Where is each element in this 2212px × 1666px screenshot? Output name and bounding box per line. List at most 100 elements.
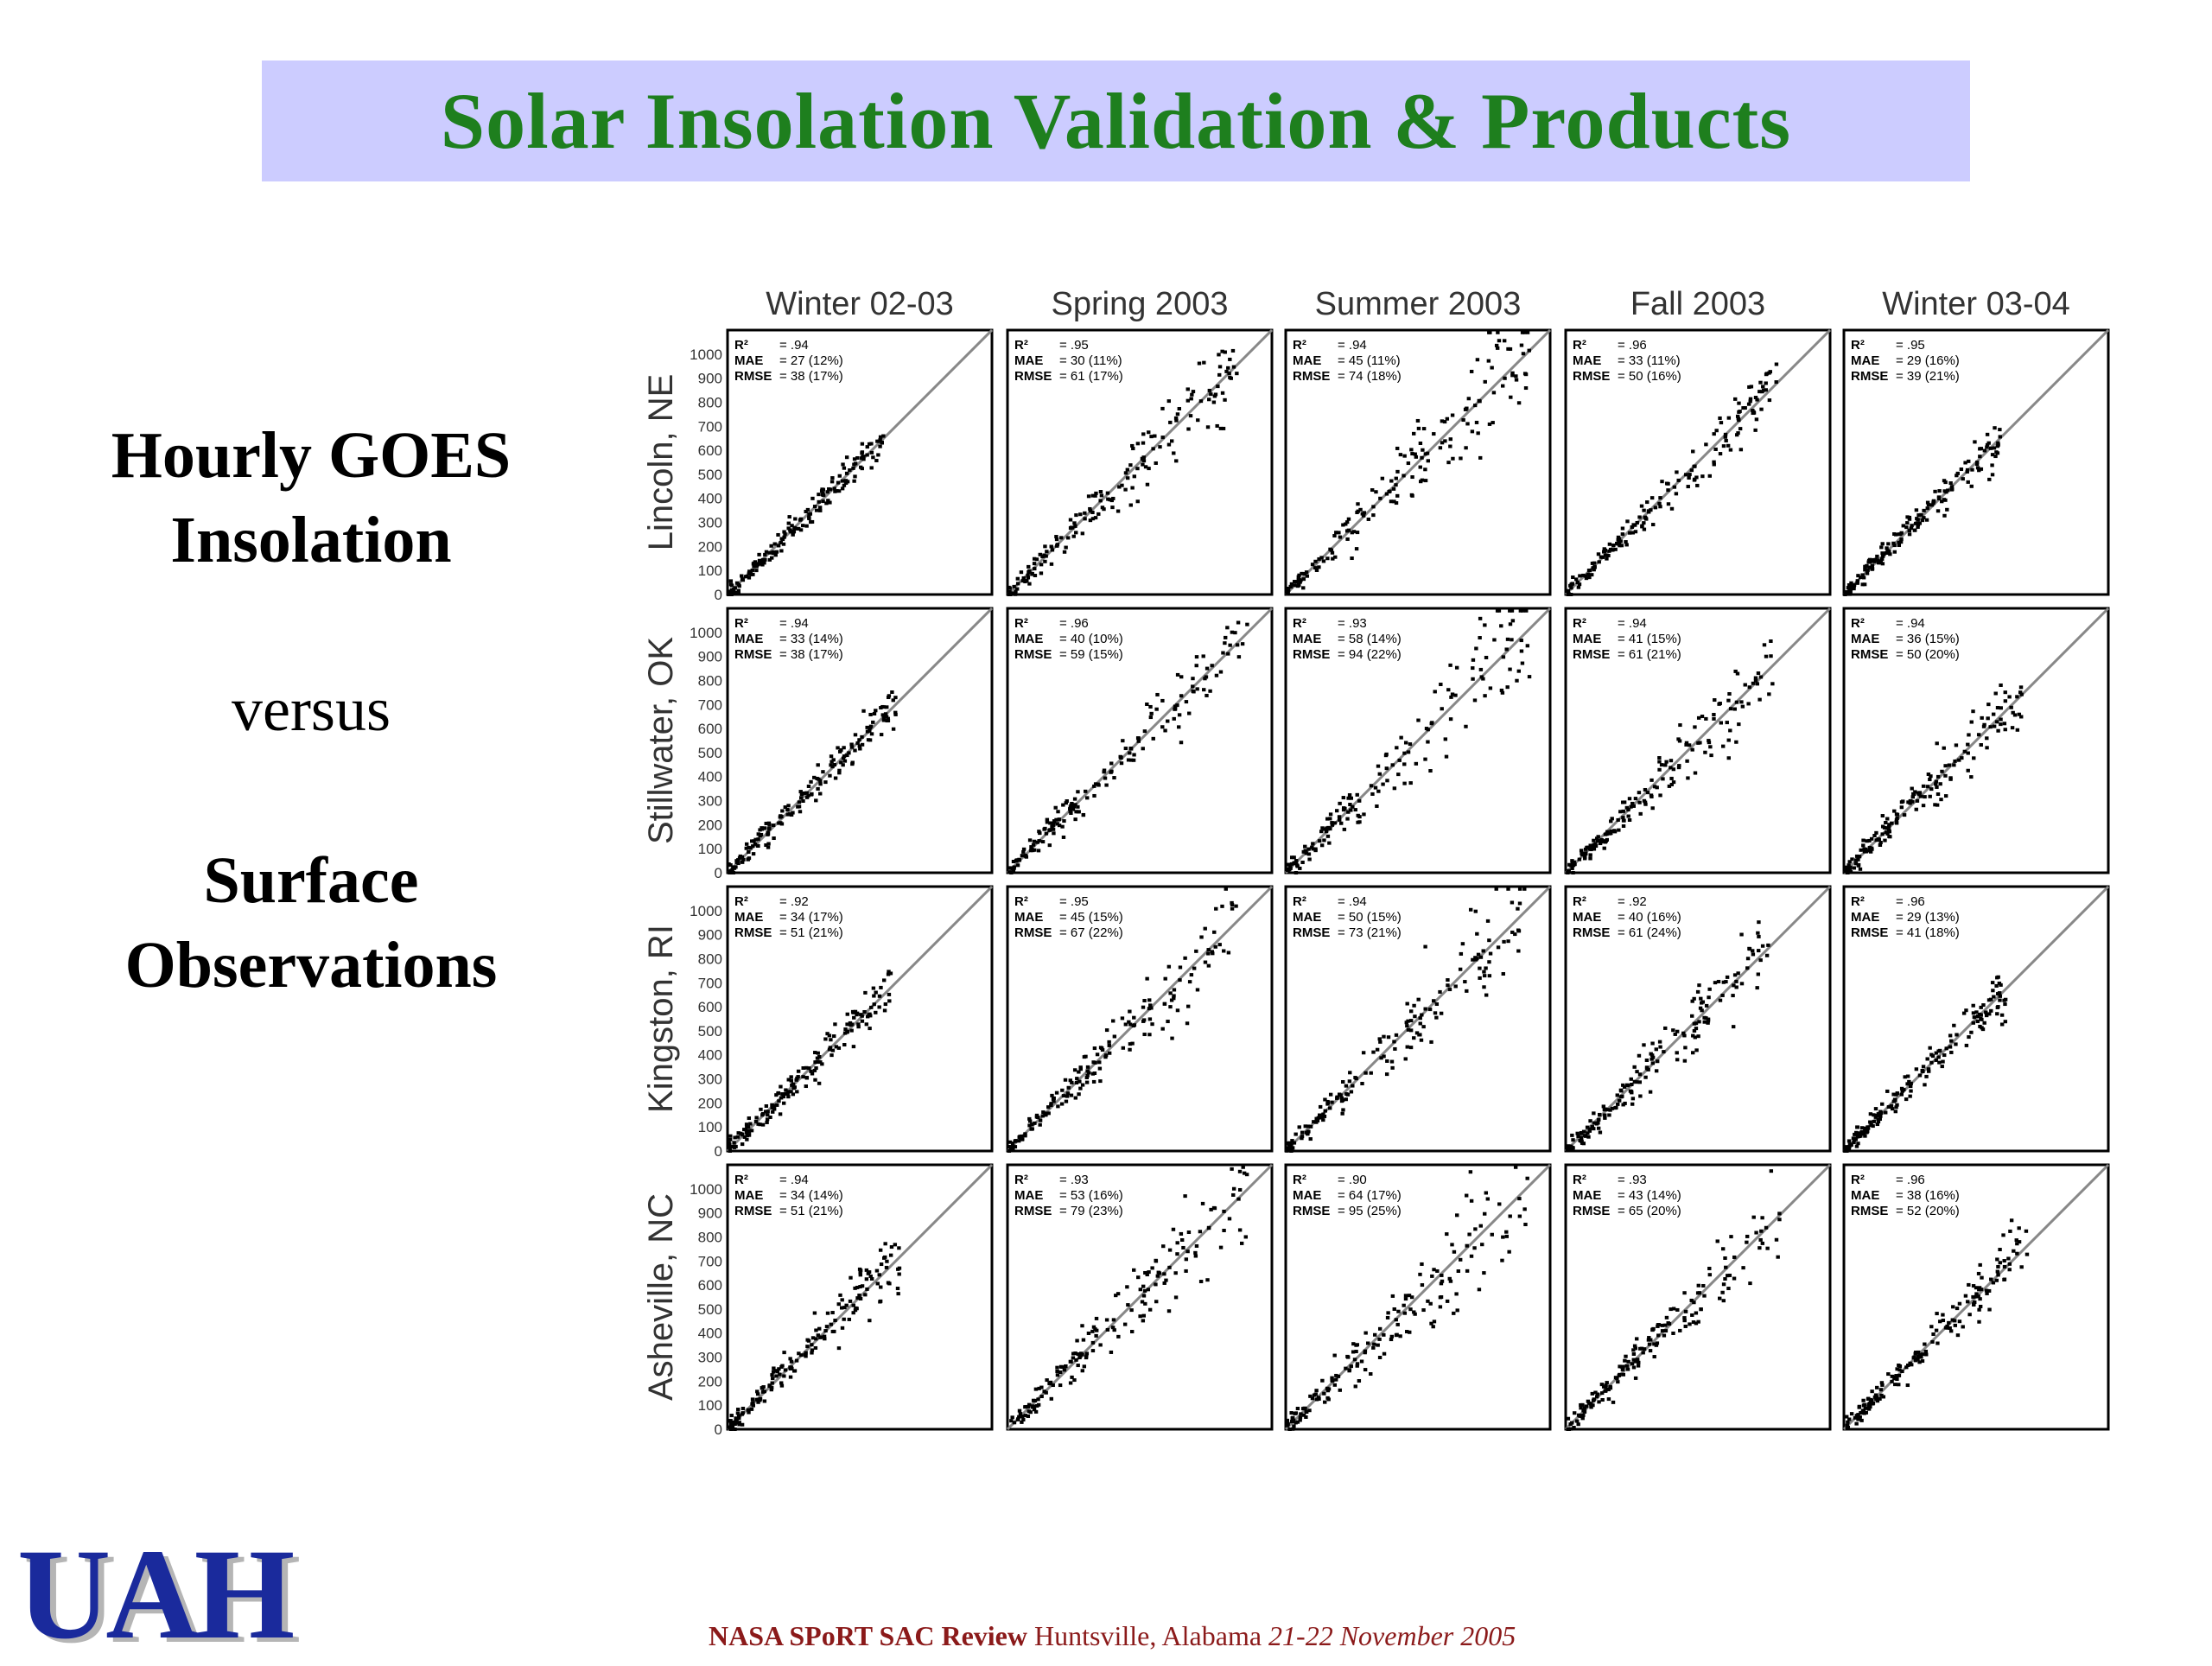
data-point	[1572, 1425, 1576, 1429]
data-point	[1931, 499, 1936, 504]
data-point	[853, 474, 857, 479]
data-point	[1977, 1307, 1981, 1312]
stat-value: = 61 (17%)	[1059, 369, 1123, 384]
data-point	[771, 823, 776, 828]
data-point	[1405, 1002, 1409, 1006]
data-point	[728, 1421, 734, 1426]
data-point	[1984, 1288, 1989, 1293]
data-point	[1593, 1390, 1598, 1395]
data-point	[1023, 580, 1027, 584]
data-point	[1019, 570, 1024, 575]
data-point	[1961, 1011, 1967, 1015]
data-point	[1933, 489, 1937, 493]
data-point	[1967, 1035, 1971, 1040]
data-point	[1062, 550, 1067, 554]
data-point	[1865, 1129, 1870, 1134]
data-point	[1949, 485, 1955, 489]
data-point	[1596, 835, 1600, 839]
data-point	[1382, 1351, 1387, 1356]
data-point	[1065, 1094, 1070, 1098]
data-point	[1712, 716, 1716, 721]
data-point	[1312, 1120, 1316, 1124]
data-point	[1581, 1129, 1586, 1134]
data-point	[1859, 848, 1863, 852]
data-point	[1879, 545, 1884, 550]
data-point	[1027, 1116, 1032, 1121]
data-point	[1068, 1381, 1073, 1385]
data-point	[1325, 556, 1330, 561]
data-point	[1588, 856, 1592, 861]
data-point	[1147, 1007, 1152, 1011]
data-point	[1724, 438, 1728, 442]
data-point	[879, 1262, 884, 1267]
data-point	[830, 476, 835, 480]
data-point	[779, 540, 783, 544]
data-point	[1649, 508, 1653, 512]
data-point	[1077, 1070, 1081, 1074]
data-point	[1927, 1069, 1931, 1073]
data-point	[1141, 432, 1146, 436]
data-point	[1178, 978, 1182, 982]
data-point	[1971, 1003, 1975, 1008]
data-point	[1693, 725, 1697, 729]
data-point	[897, 1266, 902, 1270]
data-point	[1590, 1125, 1594, 1129]
data-point	[1769, 654, 1773, 658]
data-point	[1872, 1113, 1876, 1117]
data-point	[1409, 1295, 1414, 1300]
data-point	[1726, 738, 1731, 742]
data-point	[766, 827, 772, 831]
data-point	[1878, 840, 1883, 844]
data-point	[1942, 1053, 1947, 1058]
data-point	[1865, 571, 1870, 575]
data-point	[857, 738, 861, 742]
data-point	[1764, 1225, 1769, 1230]
data-point	[1385, 1059, 1389, 1063]
data-point	[1954, 743, 1959, 747]
data-point	[1925, 506, 1929, 511]
data-point	[868, 1027, 872, 1031]
data-point	[1023, 1132, 1027, 1136]
data-point	[876, 453, 880, 457]
data-point	[1111, 1019, 1116, 1023]
data-point	[779, 1364, 784, 1369]
data-point	[1925, 785, 1930, 789]
data-point	[1905, 1364, 1910, 1368]
data-point	[1618, 544, 1622, 548]
stat-value: = .96	[1896, 1173, 1925, 1187]
data-point	[1293, 580, 1297, 584]
data-point	[1507, 1250, 1511, 1254]
data-point	[762, 1399, 767, 1403]
data-point	[1867, 557, 1872, 562]
data-point	[1289, 862, 1294, 866]
one-to-one-line	[1284, 1163, 1552, 1431]
data-point	[1971, 1284, 1976, 1288]
data-point	[1626, 808, 1630, 812]
data-point	[1506, 887, 1510, 891]
data-point	[1586, 572, 1591, 576]
data-point	[1900, 1089, 1904, 1093]
data-point	[1647, 1342, 1652, 1346]
data-point	[864, 1268, 869, 1272]
data-point	[1848, 865, 1853, 869]
data-point	[1010, 867, 1015, 871]
data-point	[1141, 462, 1145, 467]
data-point	[843, 1027, 848, 1032]
data-point	[1470, 429, 1475, 434]
y-tick-label: 0	[715, 1421, 722, 1438]
data-point	[1519, 343, 1524, 347]
data-point	[772, 1107, 777, 1111]
data-point	[1083, 517, 1087, 521]
data-point	[1200, 1201, 1205, 1205]
data-point	[1733, 669, 1738, 673]
data-point	[1867, 565, 1872, 569]
data-point	[1972, 756, 1976, 760]
data-point	[1491, 391, 1497, 395]
data-point	[1984, 1014, 1989, 1018]
data-point	[733, 1428, 737, 1431]
footer-event: NASA SPoRT SAC Review	[709, 1620, 1027, 1651]
uah-logo: UAH	[17, 1523, 295, 1666]
data-point	[1242, 1171, 1247, 1175]
data-point	[1224, 369, 1229, 373]
data-point	[1020, 1137, 1025, 1141]
